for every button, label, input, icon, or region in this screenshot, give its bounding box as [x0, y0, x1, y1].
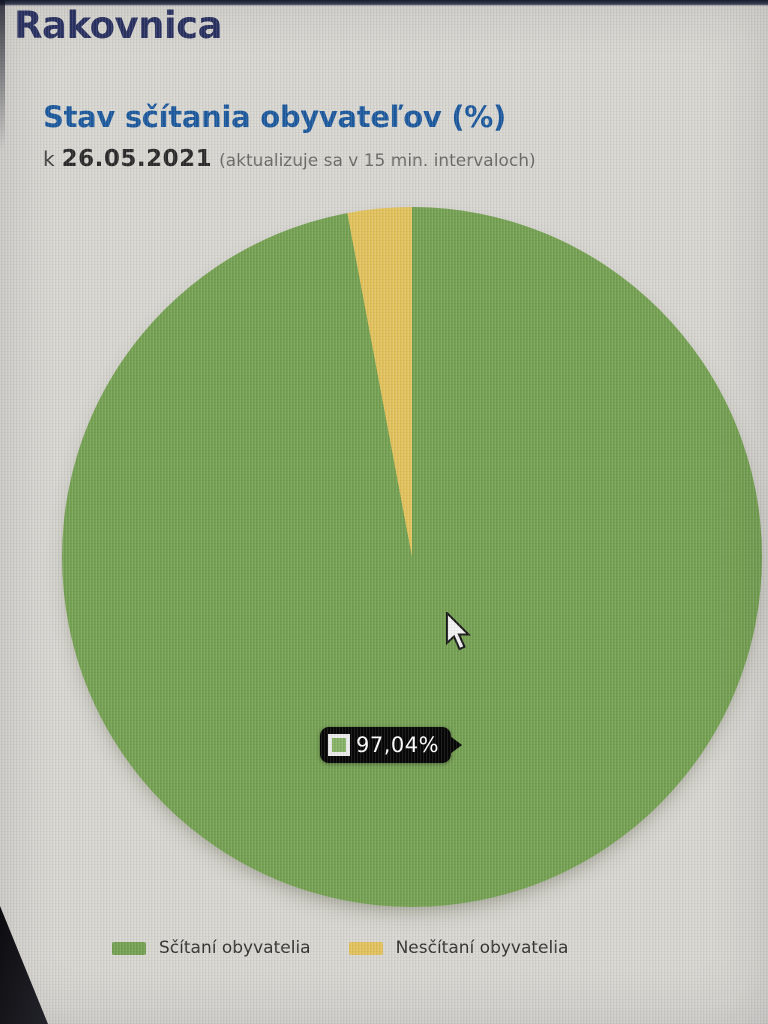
monitor-bezel-left — [0, 0, 5, 150]
mouse-cursor-icon — [444, 610, 474, 658]
chart-subtitle-prefix: k — [43, 147, 55, 171]
legend-item-scitani[interactable]: Sčítaní obyvatelia — [112, 938, 311, 958]
tooltip-value: 97,04% — [356, 733, 440, 757]
chart-subtitle: k 26.05.2021 (aktualizuje sa v 15 min. i… — [43, 146, 536, 172]
monitor-bezel-corner — [0, 906, 48, 1024]
legend-swatch-scitani — [112, 941, 146, 955]
legend-label-scitani: Sčítaní obyvatelia — [159, 938, 311, 958]
pie-chart[interactable] — [62, 207, 762, 907]
chart-subtitle-note: (aktualizuje sa v 15 min. intervaloch) — [219, 151, 536, 171]
page-title: Rakovnica — [14, 4, 223, 47]
chart-tooltip: 97,04% — [320, 727, 452, 763]
tooltip-series-swatch — [328, 734, 350, 756]
monitor-bezel-top — [0, 0, 768, 6]
chart-legend: Sčítaní obyvatelia Nesčítaní obyvatelia — [112, 938, 568, 958]
legend-item-nescitani[interactable]: Nesčítaní obyvatelia — [348, 938, 569, 958]
legend-label-nescitani: Nesčítaní obyvatelia — [395, 938, 569, 958]
chart-subtitle-date: 26.05.2021 — [61, 146, 213, 172]
chart-heading: Stav sčítania obyvateľov (%) — [43, 100, 506, 134]
legend-swatch-nescitani — [348, 941, 383, 955]
